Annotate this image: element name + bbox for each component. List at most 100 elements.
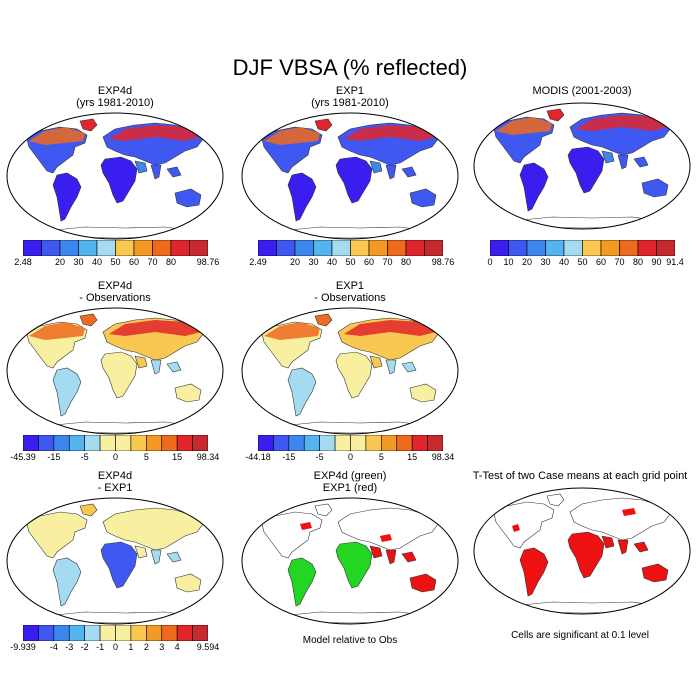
colorbar-tick-label: 4 [174, 642, 180, 652]
map-area [472, 486, 692, 621]
colorbar-box [130, 624, 147, 642]
eurasia-snow-band [576, 115, 668, 131]
continent-india [150, 359, 162, 375]
world-map [473, 487, 691, 615]
continent-india [150, 164, 162, 180]
colorbar-tick-label: -15 [282, 452, 296, 462]
red-speckles [300, 522, 392, 542]
colorbar-tick-label: -44.18 [245, 452, 271, 462]
colorbar-tick-label: 0 [487, 257, 493, 267]
colorbar-box [115, 434, 132, 452]
continent-greenland [79, 503, 98, 517]
world-map [241, 307, 459, 435]
colorbar-tick-label: 30 [308, 257, 319, 267]
continent-india [617, 154, 629, 170]
colorbar-tick-label: 30 [73, 257, 84, 267]
map-border [241, 497, 459, 625]
panel-title: MODIS (2001-2003) [532, 85, 632, 97]
colorbar-tick-label: 91.4 [666, 257, 684, 267]
colorbar-box [99, 434, 116, 452]
map-area [240, 306, 460, 441]
colorbar-tick-label: 0 [112, 642, 119, 652]
continent-seasia [401, 551, 417, 563]
map-border [241, 307, 459, 435]
colorbar-box [59, 239, 79, 257]
continent-africa [567, 531, 605, 579]
colorbar-box [38, 434, 55, 452]
colorbar-tick-label: -2 [80, 642, 89, 652]
colorbar-tick-label: -45.39 [10, 452, 36, 462]
continent-arabia [369, 355, 383, 369]
map-area [240, 496, 460, 631]
north-america-snow-band [264, 322, 320, 340]
colorbar-tick-label: 70 [147, 257, 158, 267]
continent-india [150, 549, 162, 565]
colorbar-box [319, 434, 336, 452]
map-border [6, 307, 224, 435]
colorbar-box [130, 434, 147, 452]
note-significance: Cells are significant at 0.1 level [511, 630, 649, 641]
panel-title: EXP4d [97, 280, 133, 292]
continent-australia [174, 188, 202, 208]
continent-seasia [633, 541, 649, 553]
colorbar-box [276, 239, 296, 257]
colorbar-box [600, 239, 620, 257]
colorbar-tick-label: 98.76 [431, 257, 455, 267]
eurasia-snow-band [109, 320, 201, 336]
colorbar-box [41, 239, 61, 257]
colorbar-box [656, 239, 676, 257]
map-border [6, 112, 224, 240]
continent-arabia [369, 545, 383, 559]
map-panel-ttest: T-Test of two Case means at each grid po… [472, 470, 692, 640]
colorbar-box [192, 624, 209, 642]
colorbar-box [68, 624, 85, 642]
colorbar-box [146, 624, 163, 642]
colorbar-box [99, 624, 116, 642]
colorbar-tick-label: 80 [632, 257, 644, 267]
eurasia-snow-band [109, 125, 201, 141]
colorbar-tick-label: 20 [54, 257, 66, 267]
colorbar-swatches [257, 434, 444, 452]
eurasia-snow-band [344, 125, 436, 141]
continent-greenland [314, 503, 333, 517]
colorbar-tick-label: 90 [651, 257, 662, 267]
continent-australia [174, 573, 202, 593]
colorbar-box [53, 434, 70, 452]
continent-eurasia [102, 507, 204, 551]
colorbar-tick-label: 15 [172, 452, 183, 462]
map-area [5, 111, 225, 246]
map-panel-exp4d: EXP4d (yrs 1981-2010) 2.48 20 30 40 50 60 70 80 98… [5, 85, 225, 267]
north-america-snow-band [496, 117, 552, 135]
colorbar-box [396, 434, 413, 452]
colorbar-tick-label: -9.939 [10, 642, 36, 652]
colorbar-swatches [257, 239, 444, 257]
map-area [472, 101, 692, 236]
continent-greenland [79, 118, 98, 132]
north-america-snow-band [29, 322, 85, 340]
panel-title: EXP1 [335, 85, 365, 97]
colorbar-tick-label: -5 [315, 452, 324, 462]
colorbar-box [637, 239, 657, 257]
continent-arabia [134, 355, 148, 369]
colorbar-tick-label: 10 [503, 257, 514, 267]
colorbar-box [563, 239, 583, 257]
colorbar-tick-label: 80 [165, 257, 177, 267]
panel-title: EXP1 [335, 280, 365, 292]
continent-eurasia [337, 507, 439, 551]
colorbar-tick-label: 40 [558, 257, 570, 267]
colorbar-tick-label: 2.49 [249, 257, 267, 267]
colorbar-box [368, 239, 388, 257]
colorbar-box [427, 434, 444, 452]
continent-seasia [166, 166, 182, 178]
continent-arabia [134, 545, 148, 559]
colorbar-tick-label: 98.34 [196, 452, 220, 462]
colorbar-box [192, 434, 209, 452]
world-map [6, 307, 224, 435]
colorbar-tick-label: 80 [400, 257, 412, 267]
panel-title: - Observations [79, 292, 151, 304]
colorbar-box [53, 624, 70, 642]
colorbar: 0 10 20 30 40 50 60 70 80 90 91.4 [487, 239, 684, 270]
world-map [241, 112, 459, 240]
map-area [5, 496, 225, 631]
colorbar-box [146, 434, 163, 452]
